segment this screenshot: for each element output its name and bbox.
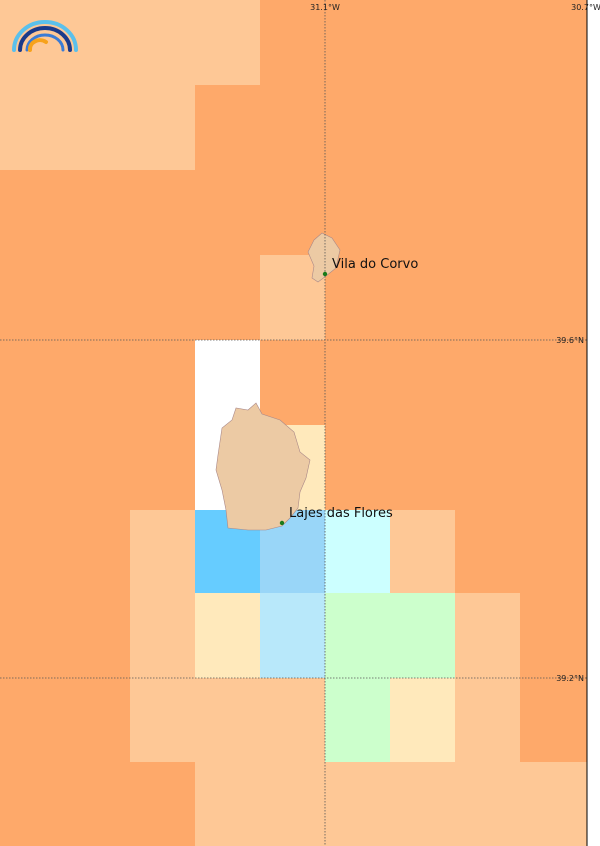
grid-cell <box>130 678 195 762</box>
grid-cell <box>520 510 587 593</box>
grid-cell <box>0 762 65 846</box>
grid-cell <box>390 762 455 846</box>
place-dot <box>322 271 328 277</box>
grid-cell <box>455 678 520 762</box>
grid-cell <box>65 85 130 170</box>
grid-cell <box>390 340 455 425</box>
grid-cell <box>455 170 520 255</box>
grid-cell <box>0 593 65 678</box>
grid-cell <box>0 678 65 762</box>
grid-cell <box>0 85 65 170</box>
grid-cell <box>455 510 520 593</box>
grid-cell <box>195 678 260 762</box>
grid-cell <box>195 170 260 255</box>
flores-island <box>215 402 311 531</box>
grid-cell <box>0 170 65 255</box>
place-label: Vila do Corvo <box>332 257 418 272</box>
grid-cell <box>195 0 260 85</box>
grid-cell <box>130 425 195 510</box>
grid-cell <box>390 510 455 593</box>
grid-cell <box>455 255 520 340</box>
grid-cell <box>390 0 455 85</box>
grid-cell <box>390 85 455 170</box>
grid-cell <box>260 340 325 425</box>
grid-cell <box>325 340 390 425</box>
grid-cell <box>260 0 325 85</box>
grid-cell <box>65 425 130 510</box>
grid-cell <box>130 255 195 340</box>
grid-cell <box>325 762 390 846</box>
grid-cell <box>0 340 65 425</box>
grid-cell <box>520 425 587 510</box>
grid-cell <box>325 170 390 255</box>
grid-cell <box>455 593 520 678</box>
grid-cell <box>65 340 130 425</box>
grid-cell <box>65 255 130 340</box>
grid-cell <box>520 340 587 425</box>
grid-cell <box>390 170 455 255</box>
grid-cell <box>520 678 587 762</box>
grid-cell <box>520 0 587 85</box>
grid-cell <box>520 762 587 846</box>
grid-cell <box>325 0 390 85</box>
logo <box>12 20 78 52</box>
grid-cell <box>0 510 65 593</box>
grid-cell <box>520 255 587 340</box>
place-dot <box>279 520 285 526</box>
grid-cell <box>65 170 130 255</box>
grid-cell <box>325 593 390 678</box>
grid-cell <box>325 85 390 170</box>
grid-cell <box>195 85 260 170</box>
grid-cell <box>325 510 390 593</box>
grid-cell <box>455 762 520 846</box>
grid-cell <box>260 762 325 846</box>
grid-cell <box>195 593 260 678</box>
grid-cell <box>130 170 195 255</box>
grid-cells <box>0 0 587 846</box>
grid-cell <box>130 0 195 85</box>
lat-label: 39.6°N <box>556 336 584 345</box>
grid-cell <box>260 593 325 678</box>
grid-cell <box>325 678 390 762</box>
grid-cell <box>260 85 325 170</box>
corvo-island <box>307 232 341 283</box>
grid-cell <box>65 678 130 762</box>
grid-cell <box>130 762 195 846</box>
grid-cell <box>130 593 195 678</box>
grid-cell <box>455 0 520 85</box>
grid-cell <box>520 85 587 170</box>
grid-cell <box>390 255 455 340</box>
grid-cell <box>520 593 587 678</box>
grid-cell <box>130 85 195 170</box>
lat-label: 39.2°N <box>556 674 584 683</box>
grid-cell <box>520 170 587 255</box>
grid-cell <box>455 340 520 425</box>
grid-cell <box>390 678 455 762</box>
grid-cell <box>390 593 455 678</box>
grid-cell <box>390 425 455 510</box>
grid-cell <box>455 85 520 170</box>
grid-cell <box>195 255 260 340</box>
grid-cell <box>0 255 65 340</box>
grid-cell <box>0 425 65 510</box>
grid-cell <box>130 510 195 593</box>
grid-cell <box>130 340 195 425</box>
grid-cell <box>195 762 260 846</box>
place-label: Lajes das Flores <box>289 506 393 521</box>
grid-cell <box>65 762 130 846</box>
grid-cell <box>65 593 130 678</box>
lon-label: 31.1°W <box>310 3 340 12</box>
grid-cell <box>325 425 390 510</box>
grid-cell <box>325 255 390 340</box>
lon-label: 30.7°W <box>571 3 600 12</box>
grid-cell <box>260 678 325 762</box>
grid-cell <box>65 510 130 593</box>
grid-cell <box>455 425 520 510</box>
